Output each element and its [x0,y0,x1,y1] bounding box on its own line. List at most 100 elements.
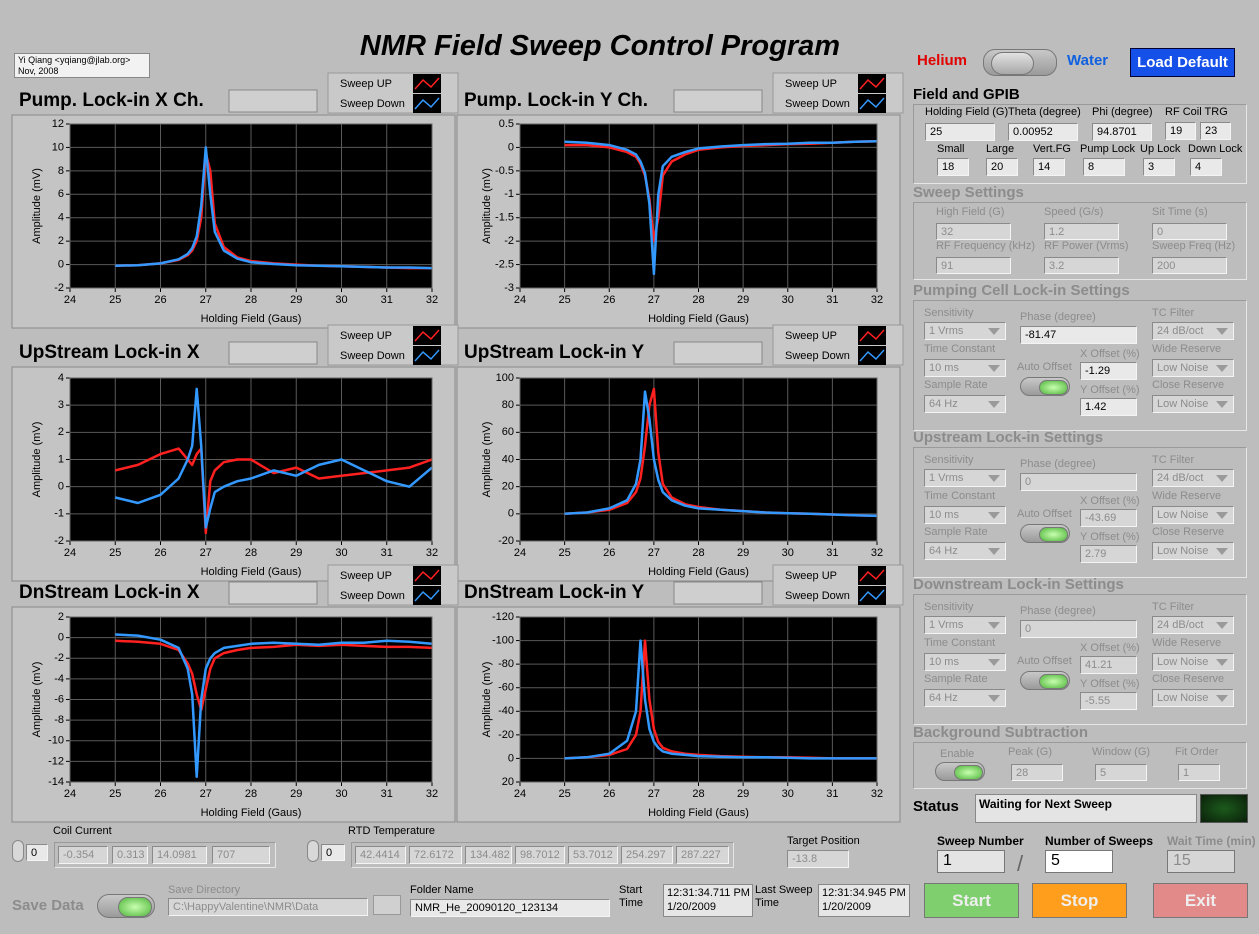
value-field[interactable]: -5.55 [1080,692,1137,710]
plot-border [519,377,878,542]
y-axis-title: Amplitude (mV) [31,422,43,498]
value-field[interactable]: NMR_He_20090120_123134 [410,899,610,917]
y-tick-label: -2 [54,535,64,547]
section-frame [913,447,1247,578]
value-field[interactable]: 0 [26,844,48,861]
value-field[interactable]: 0.00952 [1008,123,1078,141]
x-tick-label: 24 [514,788,526,800]
value-field[interactable]: 8 [1083,158,1125,176]
x-tick-label: 30 [335,788,347,800]
value-field[interactable]: -1.29 [1080,362,1137,380]
x-tick-label: 29 [290,294,302,306]
value-field[interactable]: 4 [1190,158,1222,176]
x-tick-label: 30 [782,294,794,306]
value-field[interactable]: 0 [1020,473,1137,491]
x-tick-label: 28 [692,788,704,800]
x-tick-label: 25 [559,788,571,800]
x-axis-title: Holding Field (Gaus) [648,313,749,325]
button[interactable]: Exit [1153,883,1248,918]
x-tick-label: 31 [826,547,838,559]
label: Large [986,143,1015,155]
mode-left: Helium [917,52,968,69]
label: RF Frequency (kHz) [936,240,1036,252]
label: Coil Current [53,825,112,837]
y-tick-label: -20 [498,535,514,547]
value-field[interactable]: 1.42 [1080,398,1137,416]
chart-title: DnStream Lock-in X [19,582,200,603]
value-field[interactable]: 18 [937,158,969,176]
chart-title: Pump. Lock-in Y Ch. [464,90,648,111]
spinner[interactable] [307,840,319,862]
label: Wide Reserve [1152,343,1222,355]
value-field[interactable]: 41.21 [1080,656,1137,674]
value-field[interactable]: 3 [1143,158,1175,176]
author-box: Yi Qiang <yqiang@jlab.org> Nov, 2008 [14,53,150,78]
value-field[interactable]: 23 [1200,122,1231,140]
label: Close Reserve [1152,673,1225,685]
value-field[interactable]: 94.8701 [1092,123,1152,141]
y-tick-label: -100 [492,634,514,646]
y-tick-label: 0 [58,632,64,644]
value-field[interactable]: -43.69 [1080,509,1137,527]
x-tick-label: 29 [290,788,302,800]
section-frame [913,104,1247,184]
toggle-switch[interactable] [1020,377,1070,396]
value-field: 3.2 [1044,257,1119,274]
label: Up Lock [1140,143,1181,155]
value-field[interactable]: 20 [986,158,1018,176]
y-tick-label: 100 [496,372,514,384]
toggle-switch[interactable] [983,49,1057,76]
x-axis-title: Holding Field (Gaus) [201,566,302,578]
button[interactable]: Start [924,883,1019,918]
load-default-button[interactable]: Load Default [1130,48,1235,77]
x-tick-label: 28 [245,547,257,559]
date: Nov, 2008 [18,66,59,76]
value-field[interactable]: 19 [1165,122,1196,140]
x-tick-label: 27 [200,788,212,800]
x-tick-label: 28 [245,788,257,800]
y-tick-label: 4 [58,212,64,224]
toggle-switch[interactable] [1020,671,1070,690]
value-field[interactable]: 0 [321,844,345,861]
value-field[interactable]: 5 [1045,850,1113,873]
label: Sweep Number [937,834,1024,848]
value-field: 0.313 [112,846,148,864]
legend-swatch [414,569,440,582]
date: 1/20/2009 [667,901,716,913]
folder-button[interactable] [373,895,401,915]
label: Peak (G) [1008,746,1053,758]
value-field[interactable]: -81.47 [1020,326,1137,344]
value-field: -13.8 [787,850,849,868]
legend-label: Sweep UP [340,570,392,582]
value-field: 98.7012 [515,846,565,864]
label: TC Filter [1152,307,1195,319]
legend-swatch [414,589,440,602]
data-line [564,140,878,276]
value-field[interactable]: 25 [925,123,995,141]
value-field[interactable]: 0 [1020,620,1137,638]
value-field: 14.0981 [152,846,207,864]
value-field[interactable]: 14 [1033,158,1065,176]
x-tick-label: 26 [603,294,615,306]
x-tick-label: 30 [335,547,347,559]
date: 1/20/2009 [822,901,871,913]
y-tick-label: -2.5 [495,258,514,270]
value-field: 1 Vrms [924,322,1006,340]
value-field: 10 ms [924,653,1006,671]
y-tick-label: -4 [54,673,64,685]
label: X Offset (%) [1080,348,1140,360]
value-field[interactable]: 2.79 [1080,545,1137,563]
toggle-switch[interactable] [935,762,985,781]
legend-label: Sweep UP [785,570,837,582]
toggle-switch[interactable] [97,894,155,918]
label: TC Filter [1152,601,1195,613]
button[interactable]: Stop [1032,883,1127,918]
x-tick-label: 32 [426,547,438,559]
x-tick-label: 27 [200,547,212,559]
section-frame [913,742,1247,789]
spinner[interactable] [12,840,24,862]
legend-label: Sweep UP [785,330,837,342]
value-field[interactable]: C:\HappyValentine\NMR\Data [168,898,368,916]
toggle-switch[interactable] [1020,524,1070,543]
